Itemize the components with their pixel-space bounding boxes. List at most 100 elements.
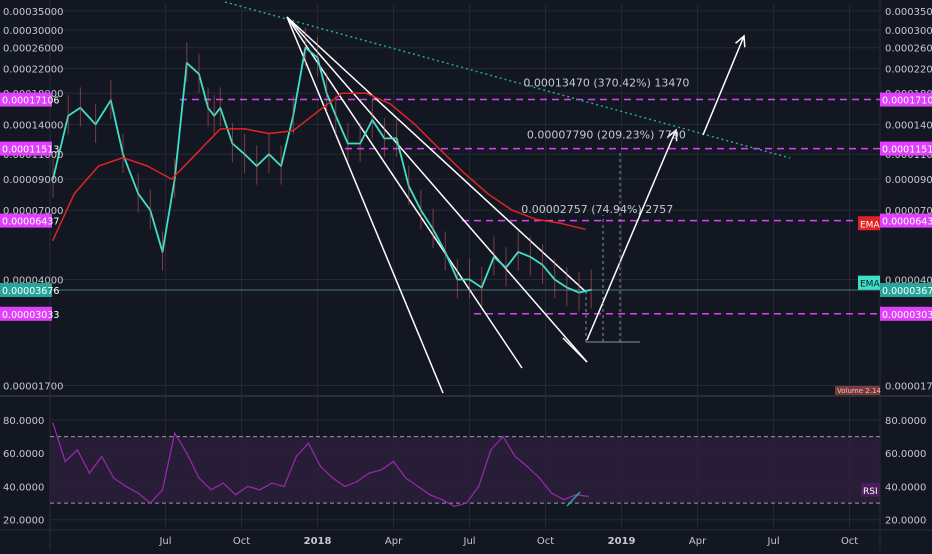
projection-arrow-2 bbox=[702, 35, 745, 136]
price-tick-label-left: 0.00030000 bbox=[3, 26, 63, 37]
measurement-label: 0.00002757 (74.94%) 2757 bbox=[521, 203, 673, 216]
volume-tag-text: Volume 2.14 bbox=[837, 387, 881, 395]
measurement-label: 0.00007790 (209.23%) 7790 bbox=[527, 128, 686, 141]
rsi-point bbox=[295, 455, 297, 458]
rsi-point bbox=[307, 442, 310, 444]
series-point bbox=[389, 103, 392, 105]
price-tick-label-right: 0.00007000 bbox=[885, 206, 932, 217]
rsi-point bbox=[538, 477, 541, 479]
price-tag-text-left: 0.00003676 bbox=[2, 286, 59, 297]
price-tick-label-right: 0.00026000 bbox=[885, 44, 932, 55]
ema-tag-text: EMA bbox=[860, 280, 880, 290]
series-point bbox=[438, 147, 440, 150]
price-tick-label-right: 0.00022000 bbox=[885, 64, 932, 75]
measurement-label: 0.00013470 (370.42%) 13470 bbox=[523, 77, 689, 90]
support-trendline bbox=[562, 337, 588, 363]
price-tick-label-right: 0.00014000 bbox=[885, 120, 932, 131]
volume-tag-bg bbox=[835, 386, 880, 395]
rsi-point bbox=[76, 449, 79, 451]
series-point bbox=[584, 228, 586, 231]
price-tag-text-right: 0.00003676 bbox=[882, 286, 932, 297]
ema-tag-text: EMA bbox=[860, 220, 880, 230]
rsi-point bbox=[429, 494, 431, 496]
rsi-tick-label-left: 80.0000 bbox=[3, 416, 44, 427]
rsi-point bbox=[88, 472, 91, 474]
rsi-point bbox=[514, 455, 516, 458]
price-tag-bg-left bbox=[0, 213, 52, 228]
time-tick-label: Oct bbox=[537, 536, 554, 547]
rsi-point bbox=[405, 477, 407, 479]
ema-tag-bg bbox=[858, 275, 880, 290]
rsi-point bbox=[502, 435, 504, 438]
rsi-layer bbox=[50, 422, 880, 508]
time-tick-label: Jul bbox=[767, 536, 780, 547]
rsi-point bbox=[186, 452, 188, 454]
time-tick-label: Oct bbox=[233, 536, 250, 547]
time-tick-label: Jul bbox=[158, 536, 171, 547]
price-tick-label-right: 0.00030000 bbox=[885, 26, 932, 37]
tag-layer: 0.00017106 0.00017106 0.00011513 0.00011513… bbox=[0, 92, 932, 497]
price-tick-label-right: 0.00011000 bbox=[885, 150, 932, 161]
series-point bbox=[52, 239, 54, 241]
rsi-tick-label-left: 60.0000 bbox=[3, 449, 44, 460]
fan-trendline bbox=[286, 16, 588, 363]
rsi-band bbox=[50, 436, 880, 504]
axis-layer: 0.00035000 0.00035000 0.00030000 0.00030000… bbox=[3, 7, 932, 547]
rsi-point bbox=[259, 489, 261, 491]
price-tick-label-right: 0.00004000 bbox=[885, 276, 932, 287]
rsi-point bbox=[344, 485, 346, 488]
rsi-point bbox=[368, 472, 370, 474]
series-point bbox=[316, 110, 319, 113]
rsi-point bbox=[477, 485, 480, 488]
price-tick-label-left: 0.00014000 bbox=[3, 120, 63, 131]
projection-arrow-1 bbox=[586, 129, 677, 341]
rsi-tag-bg bbox=[861, 482, 880, 497]
rsi-point bbox=[125, 485, 127, 488]
price-tick-label-left: 0.00001700 bbox=[3, 381, 63, 392]
rsi-point bbox=[222, 482, 224, 484]
rsi-trendline bbox=[566, 491, 581, 507]
rsi-point bbox=[198, 477, 200, 479]
rsi-point bbox=[271, 482, 273, 484]
rsi-point bbox=[550, 492, 553, 494]
time-tick-label: 2018 bbox=[304, 536, 332, 547]
series-point bbox=[243, 128, 246, 130]
rsi-tick-label-right: 20.0000 bbox=[885, 516, 926, 527]
series-point bbox=[511, 209, 513, 212]
price-tag-text-left: 0.00017106 bbox=[2, 96, 59, 107]
price-tick-label-right: 0.00001700 bbox=[885, 381, 932, 392]
rsi-point bbox=[465, 502, 468, 504]
time-tick-label: Oct bbox=[841, 536, 858, 547]
series-point bbox=[219, 128, 222, 130]
series-point bbox=[559, 222, 562, 225]
rsi-point bbox=[283, 485, 285, 488]
rsi-point bbox=[332, 477, 334, 479]
price-tag-text-right: 0.00003033 bbox=[882, 310, 932, 321]
rsi-tick-label-left: 20.0000 bbox=[3, 516, 44, 527]
price-tick-label-left: 0.00026000 bbox=[3, 44, 63, 55]
price-tag-text-left: 0.00006437 bbox=[2, 217, 59, 228]
series-point bbox=[146, 165, 149, 167]
price-tag-bg-right bbox=[880, 141, 932, 156]
price-tag-bg-left bbox=[0, 92, 52, 107]
projection-arrowhead-2 bbox=[735, 34, 746, 48]
rsi-point bbox=[161, 489, 164, 491]
series-point bbox=[462, 171, 465, 174]
price-tag-bg-left bbox=[0, 282, 52, 297]
price-tag-bg-left bbox=[0, 306, 52, 321]
rsi-point bbox=[392, 460, 395, 463]
rsi-point bbox=[417, 485, 419, 488]
rsi-point bbox=[64, 460, 66, 463]
rsi-point bbox=[100, 455, 103, 458]
series-point bbox=[170, 178, 173, 180]
price-tag-bg-right bbox=[880, 282, 932, 297]
rsi-point bbox=[563, 499, 565, 501]
rsi-point bbox=[319, 465, 322, 468]
rsi-point bbox=[113, 477, 115, 479]
rsi-point bbox=[149, 502, 152, 504]
series-layer bbox=[52, 27, 592, 312]
series-point bbox=[414, 123, 416, 126]
time-tick-label: Apr bbox=[689, 536, 707, 547]
